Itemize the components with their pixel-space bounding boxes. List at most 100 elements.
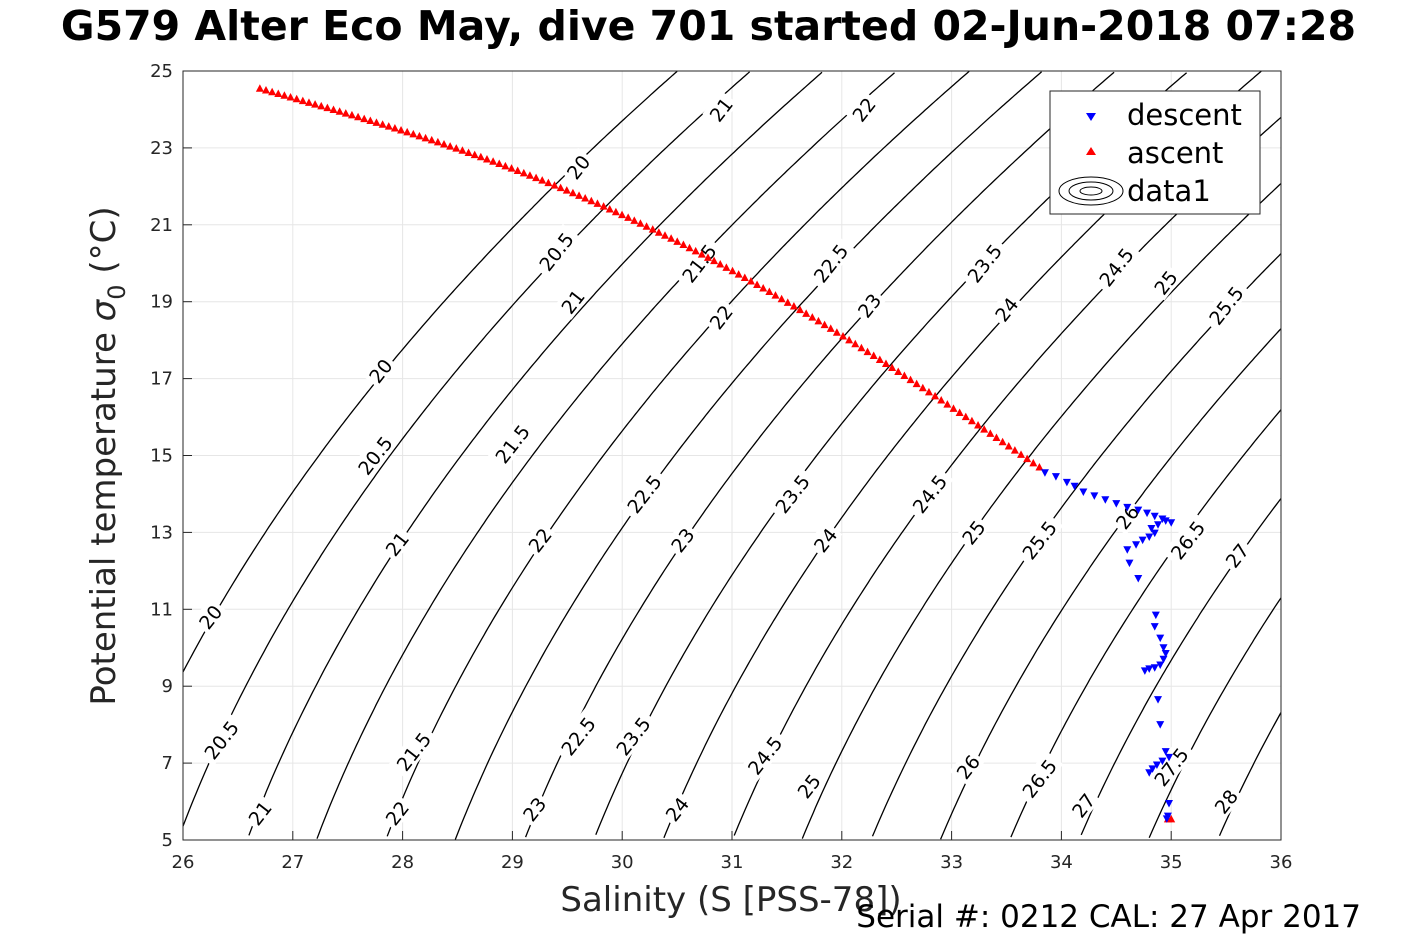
ascent-point <box>765 287 774 296</box>
descent-point <box>1145 769 1154 777</box>
ascent-point <box>298 96 307 105</box>
y-tick-label: 9 <box>162 676 173 697</box>
ascent-point <box>556 183 565 192</box>
contour-label-bg <box>521 520 558 559</box>
x-axis-label: Salinity (S [PSS-78]) <box>560 880 902 920</box>
ascent-point <box>961 412 970 421</box>
ascent-point <box>347 110 356 119</box>
chart-title: G579 Alter Eco May, dive 701 started 02-… <box>60 2 1357 50</box>
ascent-point <box>642 222 651 230</box>
y-tick-label: 23 <box>150 138 173 159</box>
ascent-point <box>894 367 903 376</box>
ascent-point <box>881 359 890 368</box>
ascent-point <box>397 125 406 134</box>
contour-label-bg <box>1218 536 1255 574</box>
ascent-point <box>937 396 946 404</box>
descent-point <box>1101 496 1110 504</box>
contour-label-bg <box>1207 782 1244 820</box>
ascent-point <box>372 118 381 126</box>
descent-point <box>1112 500 1121 508</box>
contour-label-bg <box>378 793 415 832</box>
descent-point <box>1167 519 1176 527</box>
ascent-point <box>832 328 841 336</box>
ascent-point <box>366 116 375 124</box>
contour-line <box>801 183 1282 839</box>
descent-point <box>1158 757 1167 766</box>
contour-label-bg <box>1064 786 1101 824</box>
ascent-point <box>851 339 860 348</box>
contour-label-bg <box>790 766 827 805</box>
contour-label-bg <box>850 286 887 324</box>
ascent-point <box>906 375 915 384</box>
y-tick-label: 15 <box>150 446 173 467</box>
y-tick-label: 11 <box>150 599 173 620</box>
ascent-point <box>513 166 522 174</box>
ascent-point <box>458 146 467 154</box>
ascent-point <box>421 133 430 142</box>
ascent-point <box>624 213 633 221</box>
ascent-point <box>992 433 1001 442</box>
contour-line <box>386 70 970 837</box>
descent-point <box>1062 478 1071 487</box>
ascent-point <box>734 270 743 278</box>
x-tick-label: 35 <box>1160 852 1183 873</box>
descent-point <box>1143 509 1152 518</box>
ascent-point <box>286 93 295 101</box>
contour-label-bg <box>1200 277 1250 333</box>
ascent-point <box>796 305 805 314</box>
contour-label-bg <box>949 747 986 785</box>
serial-cal-footer: Serial #: 0212 CAL: 27 Apr 2017 <box>856 899 1361 935</box>
x-tick-label: 34 <box>1050 852 1073 873</box>
descent-point <box>1165 799 1174 808</box>
ascent-point <box>532 173 541 182</box>
y-tick-label: 7 <box>162 753 173 774</box>
contour-label-bg <box>241 793 278 832</box>
descent-point <box>1138 536 1147 545</box>
ascent-point <box>1017 450 1026 458</box>
ascent-point <box>261 86 270 94</box>
x-tick-label: 31 <box>721 852 744 873</box>
ascent-point <box>1035 463 1044 471</box>
ascent-point <box>390 124 399 132</box>
ascent-point <box>826 324 835 332</box>
ascent-point <box>544 178 553 187</box>
ascent-point <box>599 202 608 210</box>
contour-line <box>248 71 823 836</box>
ascent-point <box>304 98 313 106</box>
ascent-point <box>900 371 909 380</box>
descent-point <box>1145 665 1154 673</box>
descent-point <box>1134 506 1143 515</box>
legend-data1-label: data1 <box>1127 174 1211 208</box>
ascent-point <box>808 313 817 321</box>
ascent-point <box>869 351 878 360</box>
descent-point <box>1161 748 1170 756</box>
contour-line <box>316 72 895 839</box>
y-axis-label-main: Potential temperature <box>84 321 124 706</box>
ascent-point <box>1010 446 1019 454</box>
ascent-point <box>587 196 596 205</box>
ascent-point <box>593 199 602 207</box>
ascent-point <box>691 246 700 255</box>
contour-line <box>940 328 1282 840</box>
descent-point <box>1150 529 1159 538</box>
x-tick-label: 29 <box>501 852 524 873</box>
contour-label-bg <box>766 466 817 521</box>
ascent-point <box>415 131 424 140</box>
ascent-point <box>986 429 995 437</box>
ascent-point <box>820 320 829 329</box>
contour-label-bg <box>552 708 603 763</box>
x-tick-label: 30 <box>611 852 634 873</box>
ascent-point <box>728 266 737 275</box>
descent-point <box>1165 753 1174 762</box>
ascent-point <box>667 234 676 242</box>
ascent-point <box>611 207 620 216</box>
contour-label-bg <box>904 466 954 521</box>
descent-point <box>1159 655 1168 664</box>
contour-label-bg <box>349 427 399 483</box>
descent-point <box>1134 575 1143 583</box>
ascent-point <box>931 391 940 400</box>
descent-point <box>1156 661 1165 670</box>
ascent-point <box>525 171 534 179</box>
contour-label-bg <box>559 147 596 186</box>
ascent-point <box>673 237 682 245</box>
